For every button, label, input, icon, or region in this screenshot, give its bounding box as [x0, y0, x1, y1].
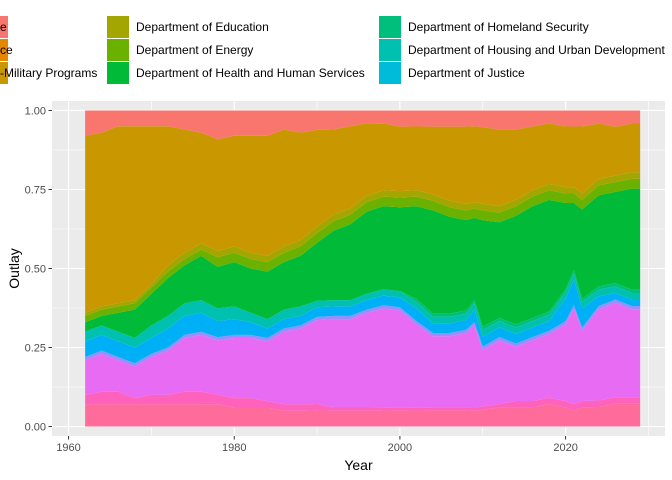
area-series-1 — [85, 391, 641, 411]
legend-label: e — [0, 20, 7, 34]
legend-key — [379, 16, 401, 38]
y-tick-label: 0.00 — [25, 422, 46, 434]
area-series-0 — [85, 403, 641, 427]
y-tick-label: 0.25 — [25, 343, 46, 355]
legend-key — [0, 39, 8, 61]
area-series-9 — [85, 178, 641, 323]
legend-label: ce — [0, 43, 13, 57]
legend: e ce -Military Programs Department of Educa… — [0, 16, 665, 84]
legend-key — [107, 16, 129, 38]
x-axis-title: Year — [344, 457, 373, 473]
area-series-10 — [85, 172, 641, 316]
legend-key — [107, 39, 129, 61]
legend-key — [379, 62, 401, 84]
area-series-3 — [85, 299, 641, 367]
legend-label: Department of Energy — [136, 43, 253, 57]
area-series-13 — [85, 110, 641, 140]
legend-key — [107, 62, 129, 84]
x-tick-label: 2000 — [388, 442, 412, 454]
x-tick-label: 2020 — [553, 442, 577, 454]
area-series-11 — [85, 123, 641, 313]
legend-label: Department of Justice — [408, 66, 525, 80]
axes: 1960 1980 2000 2020 0.00 0.25 0.50 0.75 1.00 — [25, 105, 578, 454]
area-series — [85, 110, 641, 427]
y-tick-label: 1.00 — [25, 105, 46, 117]
area-series-7 — [85, 270, 641, 339]
y-axis-title: Outlay — [6, 248, 22, 288]
legend-key — [0, 62, 8, 84]
legend-label: Department of Homeland Security — [408, 20, 589, 34]
area-series-4 — [85, 279, 641, 364]
area-series-6 — [85, 273, 641, 348]
x-tick-label: 1960 — [56, 442, 80, 454]
legend-label: Department of Housing and Urban Developm… — [408, 43, 665, 57]
legend-key — [0, 16, 8, 38]
legend-label: -Military Programs — [0, 66, 97, 80]
y-tick-label: 0.75 — [25, 184, 46, 196]
area-series-8 — [85, 188, 641, 339]
x-tick-label: 1980 — [222, 442, 246, 454]
y-tick-label: 0.50 — [25, 264, 46, 276]
legend-key — [379, 39, 401, 61]
legend-label: Department of Health and Human Services — [136, 66, 365, 80]
area-series-2 — [85, 302, 641, 408]
legend-label: Department of Education — [136, 20, 269, 34]
